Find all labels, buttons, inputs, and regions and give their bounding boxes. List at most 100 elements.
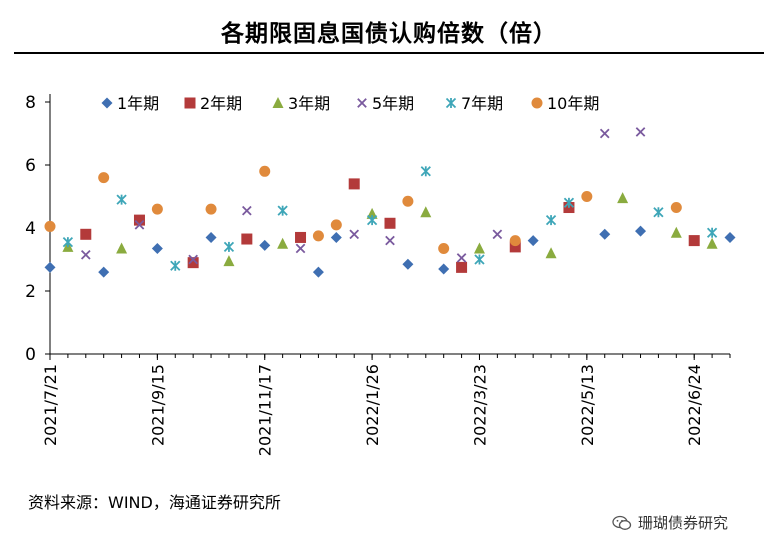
data-point <box>599 228 611 240</box>
data-point <box>599 128 610 139</box>
data-point <box>349 229 360 240</box>
data-point-stroke <box>492 229 503 240</box>
data-point <box>241 233 253 245</box>
x-tick-label: 2022/6/24 <box>685 364 704 446</box>
data-point <box>724 231 736 243</box>
legend-marker-stroke <box>357 98 367 108</box>
data-point <box>242 205 252 216</box>
data-point <box>44 220 56 232</box>
chart-title: 各期限固息国债认购倍数（倍） <box>221 20 557 47</box>
data-point <box>223 255 235 267</box>
data-point <box>402 258 414 270</box>
data-point <box>259 165 271 177</box>
data-point <box>205 203 217 215</box>
data-point <box>420 206 432 218</box>
data-point <box>670 226 682 238</box>
data-point-stroke <box>456 253 467 263</box>
data-point <box>706 227 718 238</box>
data-point <box>456 261 468 273</box>
data-point <box>617 192 629 204</box>
series-0 <box>44 225 736 278</box>
data-point <box>509 241 521 253</box>
legend-marker <box>184 97 196 109</box>
data-point <box>62 237 74 248</box>
data-point <box>384 217 396 229</box>
data-point-stroke <box>80 249 91 260</box>
data-point <box>205 231 217 243</box>
y-tick-label: 8 <box>25 93 36 113</box>
watermark-text: 珊瑚债券研究 <box>638 514 729 532</box>
data-point <box>385 235 395 246</box>
data-point-stroke <box>242 205 252 216</box>
title-bar: 各期限固息国债认购倍数（倍） <box>14 8 764 54</box>
data-point <box>581 191 593 202</box>
legend-label: 10年期 <box>547 94 599 113</box>
data-point <box>116 242 128 254</box>
legend-label: 7年期 <box>461 94 503 113</box>
data-point <box>366 207 378 219</box>
data-point <box>98 172 110 184</box>
data-point <box>438 263 450 275</box>
data-point <box>706 237 718 249</box>
data-point <box>509 235 521 247</box>
y-tick-label: 4 <box>25 219 36 239</box>
data-point <box>420 166 431 177</box>
legend-item: 5年期 <box>357 94 414 113</box>
data-point <box>187 257 199 269</box>
data-point-stroke <box>349 229 360 240</box>
y-tick-label: 0 <box>25 345 36 365</box>
data-point <box>80 228 92 240</box>
data-point-stroke <box>134 220 145 230</box>
data-point <box>295 231 307 243</box>
x-tick-label: 2022/5/13 <box>578 364 597 446</box>
data-point-stroke <box>385 235 395 246</box>
data-point <box>473 242 485 254</box>
series-1 <box>80 178 700 273</box>
data-point <box>635 127 646 137</box>
data-point <box>98 266 110 278</box>
series-4 <box>62 166 718 271</box>
x-tick-label: 2022/3/23 <box>470 364 489 446</box>
data-point <box>456 253 467 263</box>
source-note: 资料来源：WIND，海通证券研究所 <box>28 493 281 512</box>
data-point <box>366 214 378 226</box>
data-point <box>348 178 360 190</box>
data-point-stroke <box>295 243 306 254</box>
y-tick-label: 2 <box>25 282 36 302</box>
legend-label: 3年期 <box>288 94 330 113</box>
data-point <box>635 225 647 237</box>
wechat-icon <box>612 515 632 530</box>
data-point <box>545 247 557 259</box>
legend-label: 1年期 <box>117 94 159 113</box>
series-2 <box>62 192 718 267</box>
data-point <box>133 214 145 226</box>
data-point <box>312 266 324 278</box>
legend-item: 10年期 <box>531 94 599 113</box>
x-tick-label: 2021/11/17 <box>256 364 275 456</box>
legend-item: 3年期 <box>272 94 330 113</box>
data-point <box>438 242 450 254</box>
legend-item: 2年期 <box>184 94 242 113</box>
data-point <box>44 261 56 273</box>
x-tick-label: 2022/1/26 <box>363 364 382 446</box>
data-point <box>151 203 163 215</box>
data-point <box>670 202 682 214</box>
data-point <box>188 254 198 265</box>
y-tick-label: 6 <box>25 156 36 176</box>
data-point <box>330 231 342 243</box>
legend-item: 1年期 <box>101 94 159 113</box>
data-point <box>259 239 271 251</box>
data-point <box>277 205 288 216</box>
legend-marker <box>357 98 367 108</box>
legend-label: 5年期 <box>372 94 414 113</box>
data-point-stroke <box>188 254 198 265</box>
watermark: 珊瑚债券研究 <box>612 512 728 533</box>
data-point-stroke <box>599 128 610 139</box>
data-point <box>330 219 342 231</box>
data-point <box>545 214 557 226</box>
legend-marker <box>101 97 113 109</box>
series-3 <box>80 127 646 265</box>
data-point <box>527 235 539 247</box>
legend-label: 2年期 <box>200 94 242 113</box>
data-point <box>312 230 324 242</box>
